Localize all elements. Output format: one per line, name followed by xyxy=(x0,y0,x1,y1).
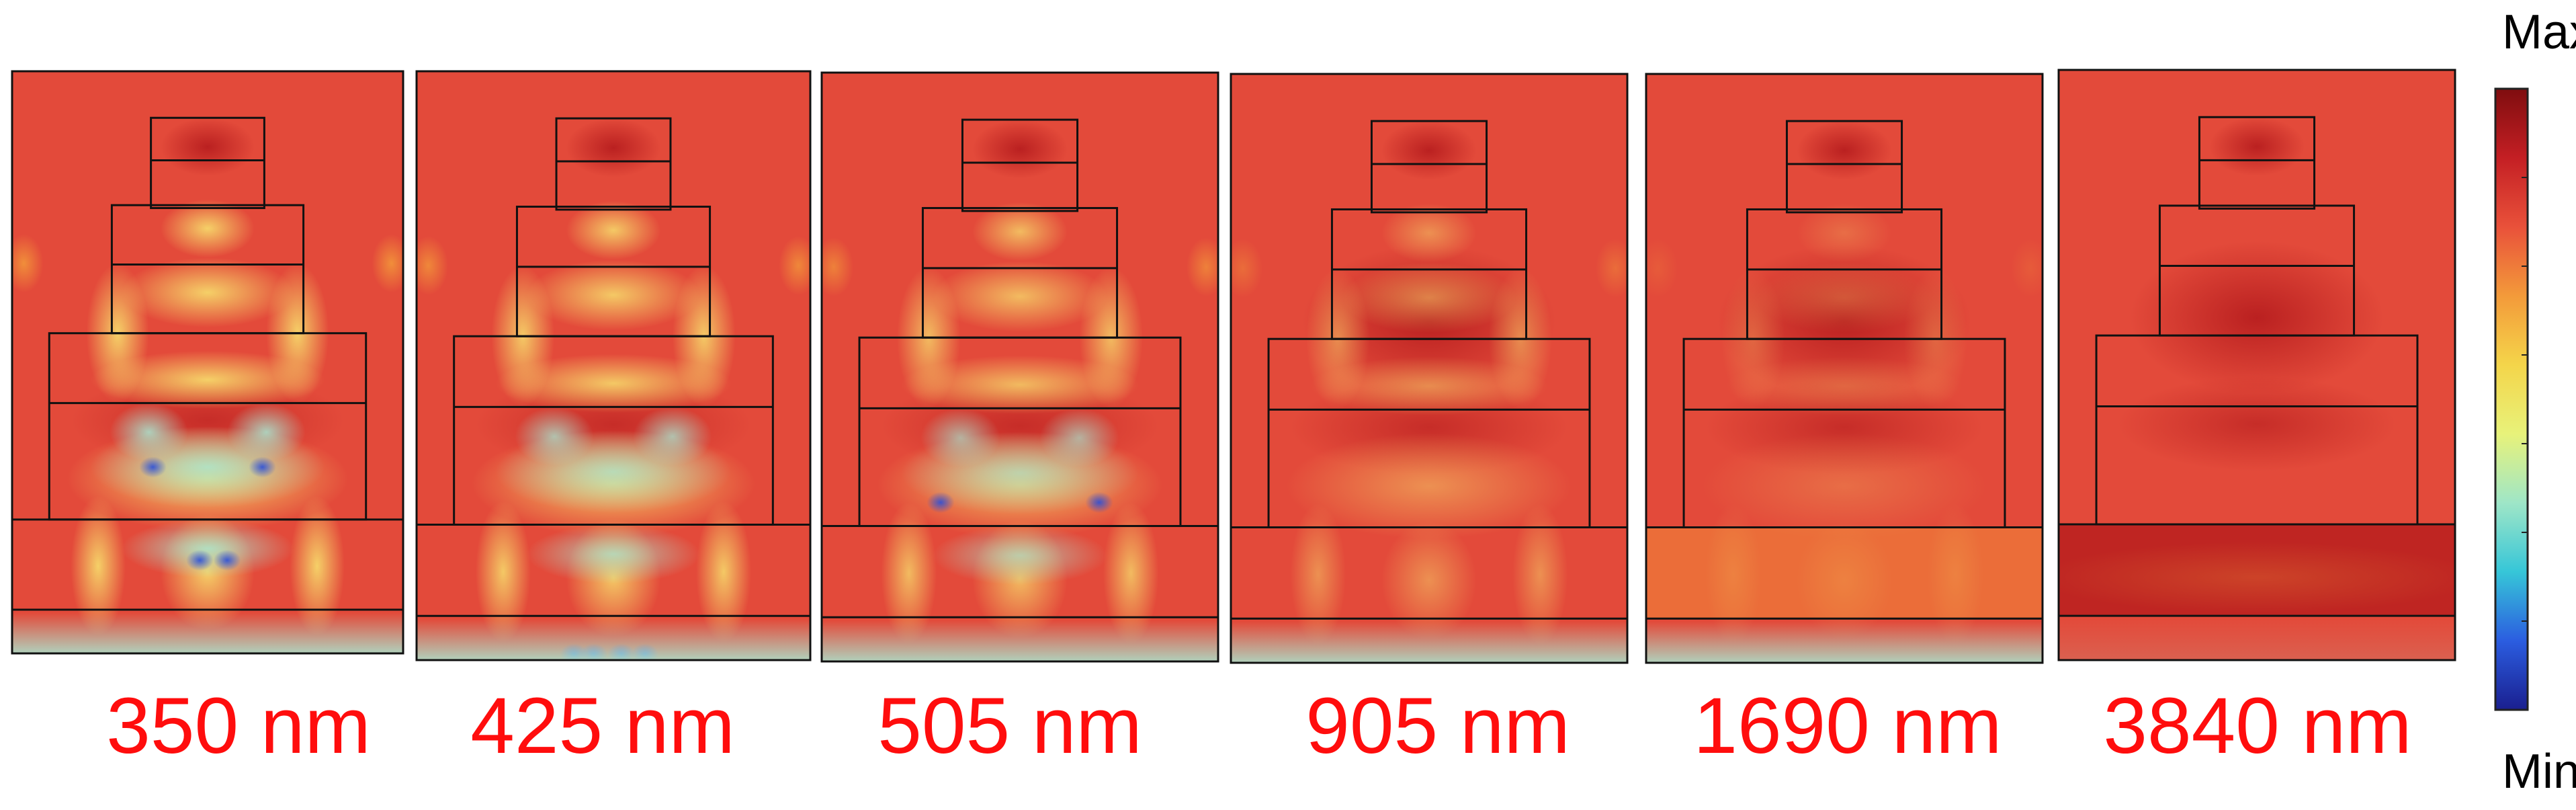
structure-tier xyxy=(150,116,265,210)
field-panel-425 xyxy=(415,70,812,661)
panel-frame xyxy=(415,70,812,661)
panel-frame xyxy=(820,71,1219,663)
field-panel-350 xyxy=(11,70,404,655)
structure-tier xyxy=(555,117,672,211)
panel-frame xyxy=(1645,73,2044,664)
structure-tier xyxy=(961,118,1079,212)
colorbar-min-label: Min xyxy=(2502,745,2576,799)
colorbar-gradient xyxy=(2494,87,2529,711)
wavelength-label-505: 505 nm xyxy=(877,682,1142,770)
field-panel-905 xyxy=(1230,73,1629,664)
wavelength-label-425: 425 nm xyxy=(470,682,735,770)
colorbar-max-label: Max xyxy=(2502,5,2576,59)
field-panel-3840 xyxy=(2057,69,2456,661)
field-panel-505 xyxy=(820,71,1219,663)
structure-tier xyxy=(2198,116,2316,210)
wavelength-label-905: 905 nm xyxy=(1305,682,1570,770)
panel-frame xyxy=(1230,73,1629,664)
wavelength-label-350: 350 nm xyxy=(106,682,371,770)
structure-tier xyxy=(1785,120,1903,214)
field-panel-1690 xyxy=(1645,73,2044,664)
wavelength-label-1690: 1690 nm xyxy=(1693,682,2002,770)
panel-frame xyxy=(11,70,404,655)
wavelength-label-3840: 3840 nm xyxy=(2103,682,2412,770)
structure-tier xyxy=(1370,120,1488,214)
panel-frame xyxy=(2057,69,2456,661)
colorbar xyxy=(2494,87,2529,711)
